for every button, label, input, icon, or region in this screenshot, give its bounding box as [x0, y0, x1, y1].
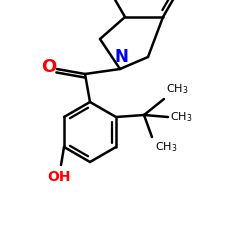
Text: O: O: [42, 58, 56, 76]
Text: OH: OH: [47, 170, 71, 184]
Text: N: N: [114, 48, 128, 66]
Text: CH$_3$: CH$_3$: [170, 110, 192, 124]
Text: CH$_3$: CH$_3$: [155, 140, 178, 154]
Text: CH$_3$: CH$_3$: [166, 82, 188, 96]
